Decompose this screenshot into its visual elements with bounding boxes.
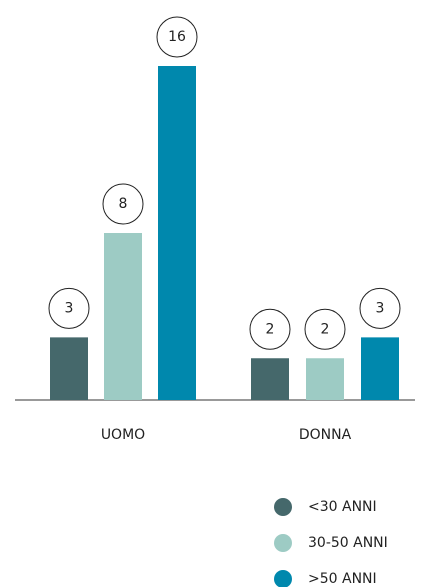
value-label: 3 [65,300,74,316]
category-label: UOMO [101,427,145,443]
value-label: 8 [119,196,128,212]
legend-swatch [274,498,292,516]
legend-label: 30-50 ANNI [308,535,388,551]
value-label: 2 [321,321,330,337]
value-bubble [102,183,144,225]
bar [361,337,399,400]
value-bubble [48,287,90,329]
value-bubble [359,287,401,329]
value-label: 3 [376,300,385,316]
value-bubble [304,308,346,350]
value-bubble [249,308,291,350]
bar [158,66,196,400]
value-label: 2 [266,321,275,337]
bar [306,358,344,400]
legend-label: <30 ANNI [308,499,377,515]
bar [104,233,142,400]
bar [251,358,289,400]
value-label: 16 [168,29,186,45]
category-label: DONNA [299,427,352,443]
legend-label: >50 ANNI [308,571,377,587]
legend-swatch [274,570,292,587]
bar [50,337,88,400]
legend-swatch [274,534,292,552]
value-bubble [156,16,198,58]
